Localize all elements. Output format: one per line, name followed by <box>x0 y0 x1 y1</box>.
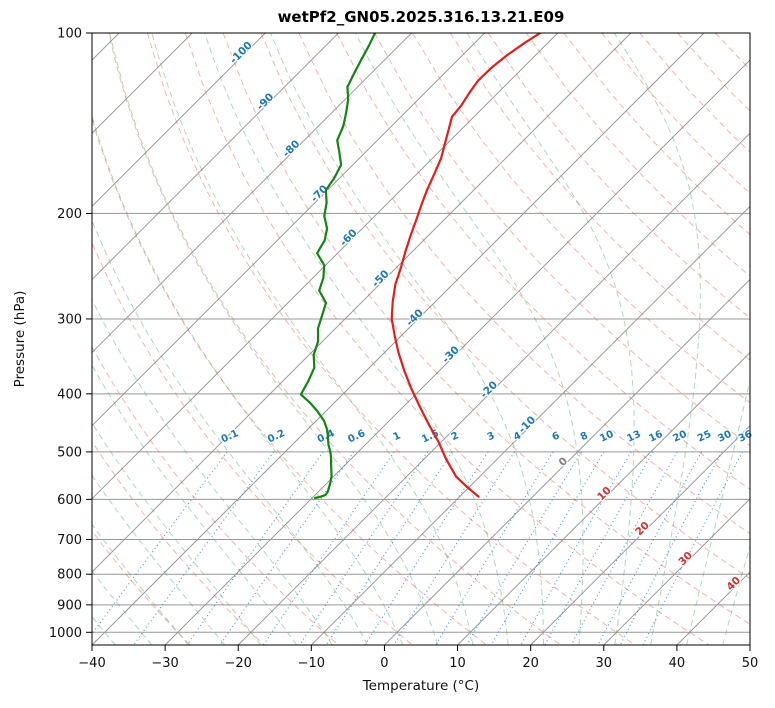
y-tick-label: 900 <box>57 598 82 613</box>
moist-adiabat-line <box>92 298 333 645</box>
x-axis-label: Temperature (°C) <box>362 678 480 694</box>
mixing-ratio-line <box>642 451 744 645</box>
isotherm-line <box>92 33 266 208</box>
moist-adiabat-line <box>722 544 750 645</box>
moist-adiabats-group <box>92 33 750 645</box>
mixing-ratio-lines-group <box>92 451 744 645</box>
mixing-ratio-line <box>262 451 395 645</box>
y-axis-label: Pressure (hPa) <box>12 291 28 388</box>
dry-adiabat-line <box>109 33 562 645</box>
y-tick-label: 200 <box>57 207 82 222</box>
y-tick-label: 100 <box>57 27 82 42</box>
moist-adiabat-line <box>92 219 368 645</box>
isotherm-line <box>92 33 705 645</box>
isotherm-line <box>237 132 750 645</box>
mixing-ratio-line <box>299 451 429 645</box>
isotherm-line <box>457 351 750 645</box>
x-tick-label: 40 <box>669 656 686 671</box>
isotherm-line <box>92 33 486 427</box>
y-tick-label: 500 <box>57 445 82 460</box>
isotherm-line <box>530 424 750 645</box>
mixing-ratio-line <box>597 451 703 645</box>
dry-adiabat-line <box>146 33 636 645</box>
tick-labels-group: −40 −30 −20 −10 0 10 20 30 40 50 100 200 300 400 500 60… <box>49 27 758 672</box>
isotherm-line <box>384 278 750 645</box>
y-tick-label: 300 <box>57 312 82 327</box>
isotherm-line <box>92 33 632 573</box>
isotherm-line <box>310 205 750 645</box>
x-tick-label: 50 <box>742 656 759 671</box>
dry-adiabat-line <box>449 33 750 361</box>
moist-adiabat-line <box>92 421 262 645</box>
moist-adiabat-line <box>686 377 750 645</box>
isotherm-line <box>92 33 339 281</box>
dry-adiabat-line <box>412 33 750 404</box>
moist-adiabat-line <box>92 114 404 645</box>
isotherm-line <box>92 33 559 500</box>
x-tick-label: 20 <box>522 656 539 671</box>
tick-marks-group <box>86 32 751 651</box>
mixing-ratio-line <box>325 451 453 645</box>
moist-adiabat-line <box>92 523 189 645</box>
moist-adiabat-line <box>355 33 584 645</box>
sounding-profiles-group <box>299 33 542 500</box>
x-tick-label: −40 <box>78 656 105 671</box>
isotherm-line <box>92 33 412 354</box>
moist-adiabat-line <box>92 364 298 645</box>
plot-area <box>92 33 750 645</box>
moist-adiabat-line <box>108 33 439 645</box>
moist-adiabat-line <box>270 33 544 645</box>
x-tick-label: −20 <box>225 656 252 671</box>
y-tick-label: 600 <box>57 493 82 508</box>
isotherm-line <box>603 498 750 645</box>
x-tick-label: 10 <box>449 656 466 671</box>
y-tick-label: 1000 <box>49 626 82 641</box>
x-tick-label: 0 <box>380 656 388 671</box>
dry-adiabat-line <box>92 116 487 645</box>
mixing-ratio-line <box>364 451 489 645</box>
chart-title: wetPf2_GN05.2025.316.13.21.E09 <box>278 8 565 26</box>
temperature-line <box>390 33 542 498</box>
dry-adiabats-group <box>92 33 750 645</box>
y-tick-label: 400 <box>57 387 82 402</box>
x-tick-label: −10 <box>298 656 325 671</box>
moist-adiabat-line <box>92 474 226 645</box>
dry-adiabat-line <box>92 345 339 645</box>
dry-adiabat-line <box>336 33 750 490</box>
isotherms-group <box>92 33 750 645</box>
moist-adiabat-line <box>151 33 474 645</box>
isotherm-line <box>164 59 750 645</box>
x-tick-label: 30 <box>596 656 613 671</box>
dry-adiabat-line <box>222 33 750 625</box>
moist-adiabat-line <box>466 33 635 645</box>
axes-frame <box>91 32 751 646</box>
dry-adiabat-line <box>184 33 710 645</box>
dry-adiabat-line <box>92 241 413 645</box>
dry-adiabat-line <box>298 33 750 535</box>
moist-adiabat-line <box>613 33 701 645</box>
x-tick-label: −30 <box>151 656 178 671</box>
dewpoint-line <box>299 33 377 500</box>
mixing-ratio-line <box>490 451 605 645</box>
moist-adiabat-line <box>92 570 153 645</box>
y-tick-label: 800 <box>57 568 82 583</box>
dry-adiabat-line <box>92 440 265 645</box>
y-tick-label: 700 <box>57 533 82 548</box>
